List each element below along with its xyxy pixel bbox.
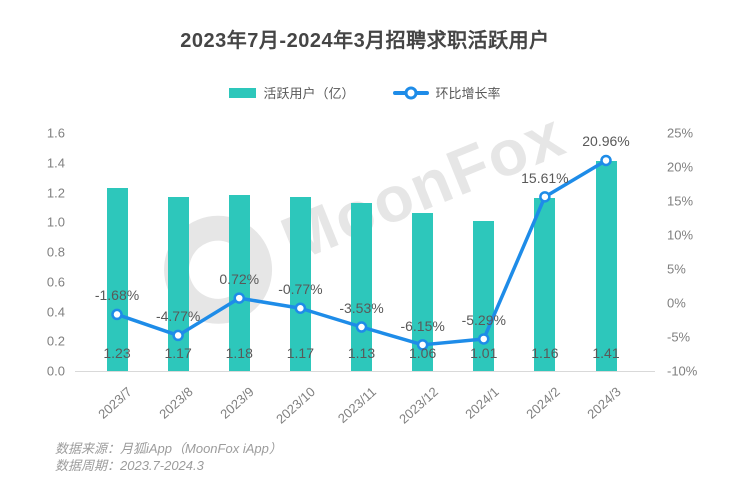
y-axis-left-tick: 0.0 xyxy=(46,363,65,379)
chart-title: 2023年7月-2024年3月招聘求职活跃用户 xyxy=(180,30,550,52)
x-axis-label: 2023/10 xyxy=(273,384,319,427)
growth-rate-label: 15.61% xyxy=(521,169,569,186)
x-axis-label: 2024/2 xyxy=(523,384,563,422)
growth-rate-label: 20.96% xyxy=(582,133,630,150)
y-axis-left-tick: 0.2 xyxy=(46,333,65,349)
bar-value-label: 1.06 xyxy=(409,345,437,361)
bar-value-label: 1.17 xyxy=(164,345,192,361)
footer-data-source: 数据来源：月狐iApp（MoonFox iApp） xyxy=(55,441,282,456)
bar-legend-swatch-icon xyxy=(229,87,257,98)
x-axis-label: 2023/12 xyxy=(395,384,441,427)
y-axis-right-tick: 20% xyxy=(667,159,694,175)
growth-rate-label: -0.77% xyxy=(278,281,323,298)
x-axis-baseline xyxy=(75,371,655,372)
x-axis-label: 2023/9 xyxy=(217,384,258,422)
y-axis-left-tick: 1.2 xyxy=(46,185,65,200)
growth-rate-label: -6.15% xyxy=(400,317,445,334)
bar-2023/7 xyxy=(106,188,128,371)
bar-value-label: 1.16 xyxy=(531,345,559,361)
footer-data-period: 数据周期：2023.7-2024.3 xyxy=(55,458,204,473)
legend-label-active-users: 活跃用户（亿） xyxy=(263,86,355,101)
y-axis-left-tick: 0.4 xyxy=(46,304,65,319)
y-axis-left-tick: 0.6 xyxy=(46,274,65,290)
y-axis-right-tick: -10% xyxy=(667,363,698,379)
bar-value-label: 1.23 xyxy=(103,345,131,361)
bar-value-label: 1.13 xyxy=(347,345,376,361)
x-axis-label: 2024/1 xyxy=(462,384,502,422)
bar-value-label: 1.18 xyxy=(225,345,253,361)
y-axis-right-tick: 10% xyxy=(667,227,694,243)
y-axis-right-tick: 15% xyxy=(667,193,694,209)
growth-rate-label: 0.72% xyxy=(219,271,260,288)
x-axis-label: 2023/8 xyxy=(156,384,197,422)
line-legend-marker-icon xyxy=(392,86,429,99)
growth-rate-label: -5.29% xyxy=(461,311,506,328)
x-axis-label: 2024/3 xyxy=(584,384,625,422)
y-axis-right-tick: 5% xyxy=(667,261,686,277)
y-axis-left-tick: 1.6 xyxy=(46,125,65,141)
bar-value-label: 1.41 xyxy=(592,345,620,361)
chart-footer: 数据来源：月狐iApp（MoonFox iApp） 数据周期：2023.7-20… xyxy=(55,440,282,474)
y-axis-right-tick: 0% xyxy=(667,295,686,311)
legend: 活跃用户（亿） 环比增长率 xyxy=(0,83,730,102)
legend-label-growth-rate: 环比增长率 xyxy=(435,86,501,101)
x-axis-label: 2023/7 xyxy=(95,384,136,422)
bar-value-label: 1.17 xyxy=(286,345,314,361)
y-axis-right-tick: 25% xyxy=(667,125,694,141)
growth-rate-label: -4.77% xyxy=(155,308,201,325)
bar-value-label: 1.01 xyxy=(470,345,498,361)
growth-rate-label: -1.68% xyxy=(94,287,140,304)
growth-rate-label: -3.53% xyxy=(339,300,384,316)
y-axis-right-tick: -5% xyxy=(667,329,691,345)
legend-item-growth-rate: 环比增长率 xyxy=(392,83,501,102)
x-axis-label: 2023/11 xyxy=(335,384,380,426)
bar-2024/3 xyxy=(595,161,617,371)
y-axis-left-tick: 1.4 xyxy=(46,155,65,171)
y-axis-left-tick: 0.8 xyxy=(46,244,65,260)
y-axis-left-tick: 1.0 xyxy=(46,214,65,230)
legend-item-active-users: 活跃用户（亿） xyxy=(229,83,355,102)
